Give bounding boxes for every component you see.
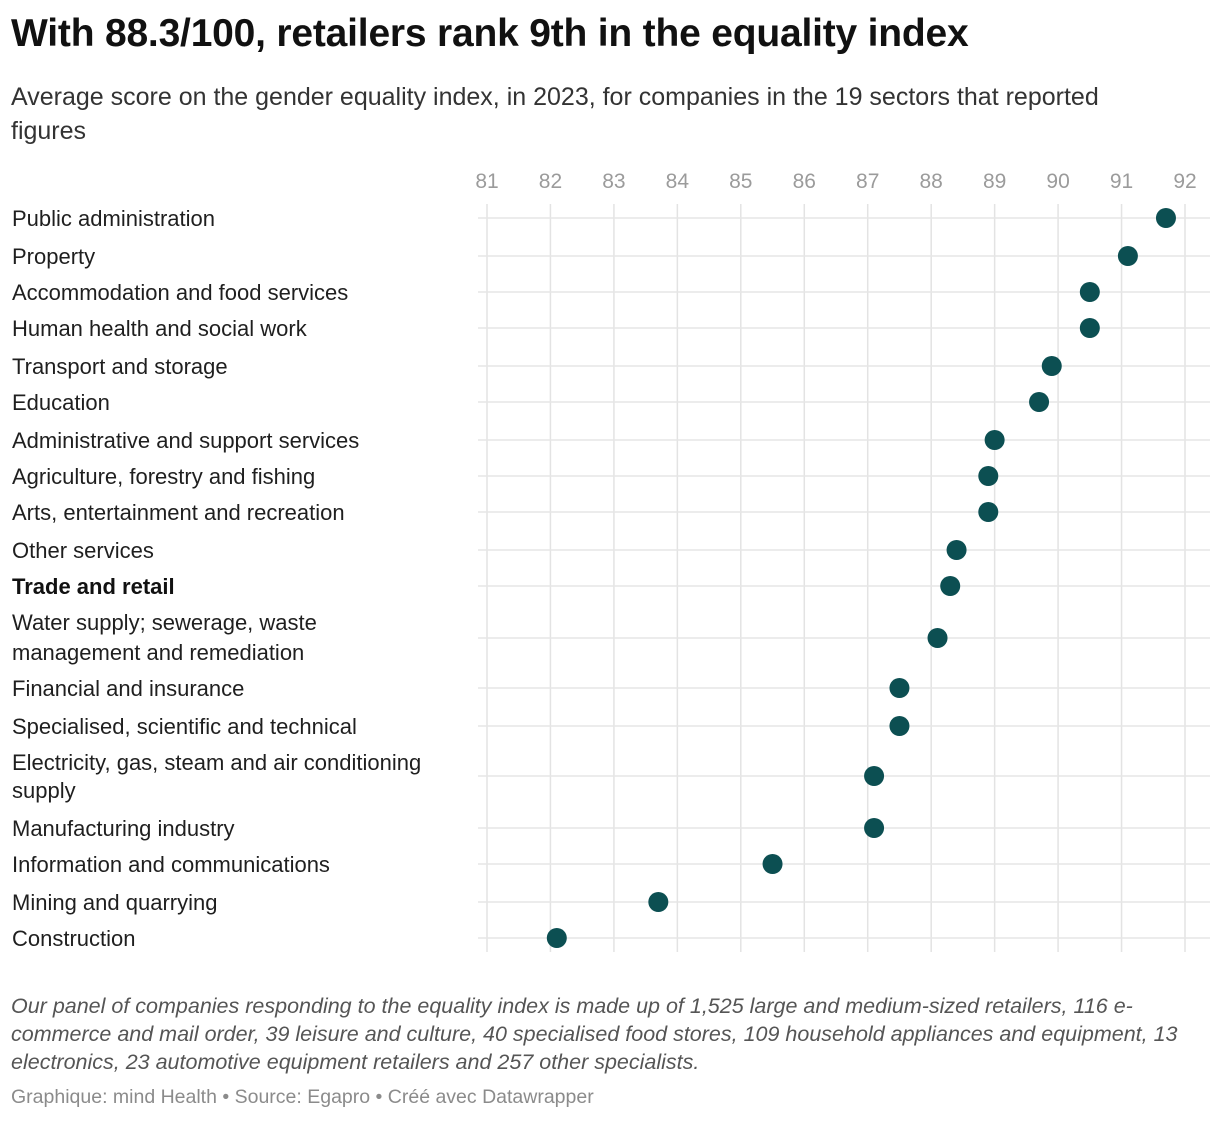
category-label: Administrative and support services <box>12 428 359 453</box>
data-point <box>1041 356 1062 376</box>
data-point <box>1155 208 1176 228</box>
data-point <box>762 854 783 874</box>
x-tick-label: 89 <box>983 170 1006 193</box>
data-point <box>978 502 999 522</box>
category-label: Human health and social work <box>12 316 308 341</box>
data-point <box>946 540 967 560</box>
category-label: Arts, entertainment and recreation <box>12 500 345 525</box>
x-tick-label: 87 <box>856 170 879 193</box>
x-tick-label: 90 <box>1046 170 1069 193</box>
data-point <box>864 818 885 838</box>
x-tick-label: 85 <box>729 170 752 193</box>
data-point <box>984 430 1005 450</box>
chart-note: Our panel of companies responding to the… <box>11 994 1178 1074</box>
x-tick-label: 83 <box>602 170 625 193</box>
category-label: Construction <box>12 926 136 951</box>
data-point <box>546 928 567 948</box>
chart-credits: Graphique: mind Health • Source: Egapro … <box>11 1086 594 1108</box>
x-tick-label: 86 <box>793 170 816 193</box>
data-point <box>1079 318 1100 338</box>
data-point <box>940 576 961 596</box>
x-tick-label: 91 <box>1110 170 1133 193</box>
category-label: Transport and storage <box>12 354 228 379</box>
category-label: Electricity, gas, steam and air conditio… <box>12 750 421 803</box>
data-point <box>864 766 885 786</box>
category-label: Education <box>12 390 110 415</box>
dot-plot: 81 82 83 84 85 86 87 88 89 90 91 92 Public administr… <box>12 170 1210 952</box>
data-point <box>889 716 910 736</box>
category-label: Agriculture, forestry and fishing <box>12 464 315 489</box>
category-label: Public administration <box>12 206 215 231</box>
category-label: Trade and retail <box>12 574 175 599</box>
category-label: Mining and quarrying <box>12 890 217 915</box>
category-label: Property <box>12 244 95 269</box>
data-point <box>978 466 999 486</box>
data-point <box>1117 246 1138 266</box>
x-tick-label: 81 <box>475 170 498 193</box>
chart-title: With 88.3/100, retailers rank 9th in the… <box>11 12 969 55</box>
x-tick-label: 92 <box>1173 170 1196 193</box>
data-point <box>1029 392 1050 412</box>
x-tick-label: 88 <box>920 170 943 193</box>
data-point <box>889 678 910 698</box>
category-label: Financial and insurance <box>12 676 244 701</box>
category-label: Other services <box>12 538 154 563</box>
chart-subtitle: Average score on the gender equality ind… <box>11 83 1099 145</box>
category-label: Manufacturing industry <box>12 816 235 841</box>
category-label: Specialised, scientific and technical <box>12 714 357 739</box>
data-point <box>648 892 669 912</box>
category-label: Accommodation and food services <box>12 280 348 305</box>
x-tick-label: 82 <box>539 170 562 193</box>
data-point <box>927 628 948 648</box>
x-tick-label: 84 <box>666 170 690 193</box>
category-label: Information and communications <box>12 852 330 877</box>
data-point <box>1079 282 1100 302</box>
category-label: Water supply; sewerage, waste management … <box>12 610 317 665</box>
